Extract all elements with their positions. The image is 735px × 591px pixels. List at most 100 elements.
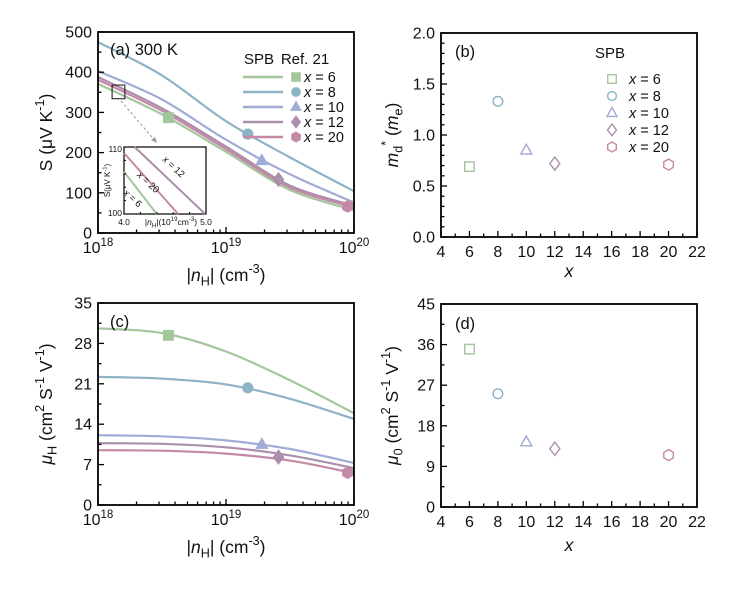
legend-header: SPB — [595, 45, 625, 62]
x-tick-label: 1018 — [83, 237, 114, 257]
panel-title-a: (a) 300 K — [110, 41, 178, 59]
x-tick-label: 1019 — [211, 237, 242, 257]
ref-marker-x12 — [272, 449, 285, 465]
y-tick-label: 0.0 — [413, 230, 435, 247]
x-tick-label: 1018 — [83, 509, 114, 529]
x-tick-label: 14 — [574, 244, 592, 261]
y-tick-label: 18 — [417, 418, 435, 435]
y-tick-label: 100 — [65, 185, 92, 202]
x-tick-label: 1019 — [211, 509, 242, 529]
inset-y-axis-label: S(μV K-1) — [102, 164, 112, 198]
x-tick-label: 16 — [603, 244, 621, 261]
legend-marker-x6 — [607, 74, 617, 84]
y-tick-label: 500 — [65, 25, 92, 42]
panel-title-c: (c) — [110, 313, 129, 331]
legend-marker-x20 — [607, 141, 617, 153]
y-tick-label: 0 — [83, 498, 92, 515]
legend-label-x20: x = 20 — [628, 140, 669, 156]
zoom-arrow-line — [120, 100, 154, 139]
x-tick-label: 10 — [517, 244, 535, 261]
legend-label-x10: x = 10 — [628, 106, 669, 122]
inset-x-axis-label: |nH|(1019cm-3) — [145, 216, 197, 229]
panel-c: 1018 1019 1020 0 7 14 21 28 35 |nH| (cm-3) μH (cm2… — [33, 296, 369, 561]
series-line-x20 — [98, 78, 354, 209]
plot-frame-d — [440, 303, 698, 508]
legend-marker-x10 — [290, 100, 302, 111]
series-line-x6 — [98, 327, 354, 415]
x-tick-label: 4 — [437, 244, 446, 261]
series-line-x8 — [98, 41, 354, 193]
legend-label-x12: x = 12 — [303, 115, 344, 131]
scatter-point-x12 — [548, 441, 561, 457]
legend-header: Ref. 21 — [281, 51, 329, 68]
x-axis-label-b: x — [564, 261, 575, 281]
x-tick-label: 4 — [437, 514, 446, 531]
inset-x-tick-label: 4.0 — [118, 217, 130, 227]
panel-a: 1018 1019 1020 0 100 200 300 400 500 |nH| (cm-3) S… — [33, 25, 369, 289]
legend-marker-x6 — [291, 72, 301, 82]
ref-marker-x10 — [255, 437, 269, 449]
ticks-a — [97, 31, 355, 234]
y-tick-label: 0.5 — [413, 179, 435, 196]
y-tick-label: 21 — [74, 376, 92, 393]
x-axis-label-c: |nH| (cm-3) — [187, 534, 266, 561]
scatter-point-x6 — [464, 161, 475, 173]
x-tick-label: 6 — [465, 244, 474, 261]
legend-marker-x12 — [290, 115, 302, 129]
y-tick-label: 1.5 — [413, 77, 435, 94]
scatter-point-x20 — [663, 448, 674, 462]
zoom-arrow-head — [151, 136, 157, 143]
legend-label-x20: x = 20 — [303, 130, 344, 146]
ticks-c — [97, 302, 355, 506]
zoom-region-box — [111, 84, 126, 100]
legend-label-x8: x = 8 — [303, 85, 336, 101]
legend-a: SPB Ref. 21 x = 6x = 8x = 10x = 12x = 20 — [243, 51, 344, 146]
ref-marker-x10 — [255, 153, 269, 166]
y-axis-label-b: md* (me) — [379, 103, 406, 168]
legend-label-x8: x = 8 — [628, 89, 661, 105]
ticks-d — [440, 303, 698, 508]
panel-title-b: (b) — [455, 43, 475, 61]
ref-marker-x6 — [162, 329, 174, 341]
x-tick-label: 20 — [660, 244, 678, 261]
inset-line-x12 — [133, 146, 206, 215]
y-tick-label: 35 — [74, 296, 92, 313]
inset-y-tick-label: 100 — [108, 208, 122, 218]
scatter-point-x8 — [492, 95, 504, 107]
x-tick-label: 22 — [688, 244, 706, 261]
legend-label-x12: x = 12 — [628, 123, 669, 139]
legend-label-x6: x = 6 — [628, 72, 661, 88]
x-tick-label: 12 — [546, 514, 564, 531]
ref-marker-x20 — [342, 200, 354, 213]
x-tick-label: 16 — [603, 514, 621, 531]
x-tick-label: 1020 — [339, 509, 370, 529]
y-tick-label: 27 — [417, 378, 435, 395]
x-tick-label: 12 — [546, 244, 564, 261]
inset-y-tick-label: 110 — [108, 144, 122, 154]
ref-marker-x6 — [162, 112, 174, 124]
scatter-point-x10 — [519, 434, 533, 447]
series-group-a — [98, 41, 354, 212]
legend-marker-x12 — [606, 122, 618, 138]
x-tick-label: 18 — [631, 514, 649, 531]
series-group-c — [98, 327, 354, 475]
panel-b: 4 6 8 10 12 14 16 18 20 22 0.0 0.5 1.0 1.5 2.0 x md* (me… — [379, 26, 706, 282]
x-axis-label-a: |nH| (cm-3) — [187, 262, 266, 289]
y-tick-label: 36 — [417, 337, 435, 354]
x-tick-label: 22 — [688, 514, 706, 531]
y-tick-label: 0 — [426, 500, 435, 517]
series-line-x8 — [98, 375, 354, 421]
legend-label-x10: x = 10 — [303, 100, 344, 116]
inset-line-x6 — [123, 171, 158, 215]
x-tick-label: 1020 — [339, 237, 370, 257]
plot-frame-c — [97, 302, 355, 506]
scatter-point-x12 — [548, 155, 561, 172]
ticks-b — [440, 32, 698, 238]
x-tick-label: 6 — [465, 514, 474, 531]
series-line-x20 — [98, 449, 354, 475]
legend-marker-x20 — [291, 131, 301, 143]
y-axis-label-d: μ0 (cm2 S-1 V-1) — [379, 346, 406, 466]
panel-d: 4 6 8 10 12 14 16 18 20 22 0 9 18 27 36 45 x μ0 (cm2 S-1 … — [379, 297, 706, 556]
series-line-x6 — [98, 82, 354, 212]
